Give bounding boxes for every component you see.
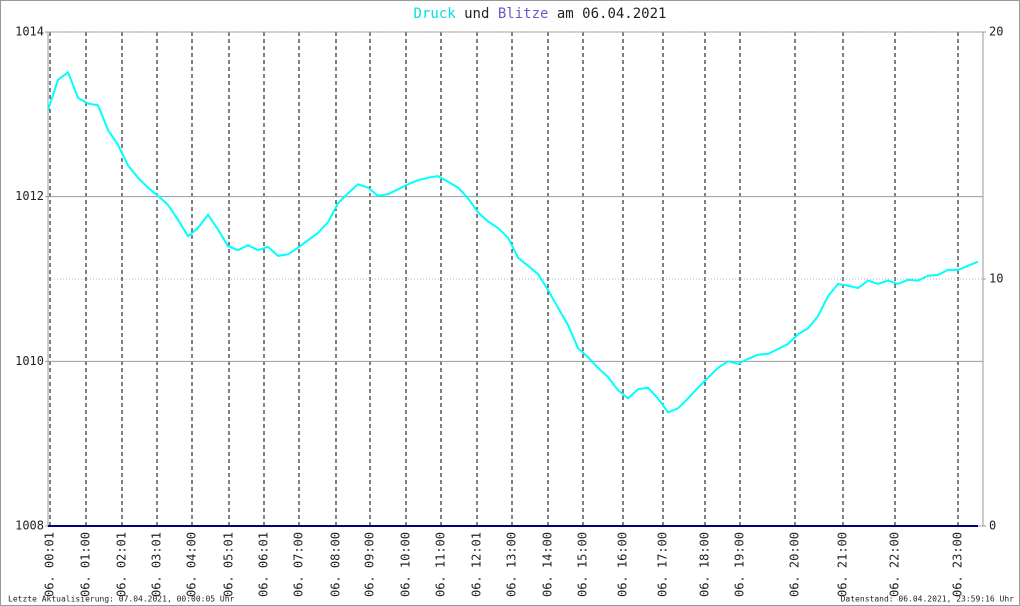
x-tick-label: 06. 17:00 xyxy=(656,532,670,597)
chart-title: Druck und Blitze am 06.04.2021 xyxy=(414,6,667,22)
x-tick-label: 06. 19:00 xyxy=(733,532,747,597)
x-tick-label: 06. 03:01 xyxy=(150,532,164,597)
x-tick-label: 06. 15:00 xyxy=(576,532,590,597)
x-tick-label: 06. 11:00 xyxy=(434,532,448,597)
x-tick-label: 06. 02:01 xyxy=(115,532,129,597)
y-tick-label: 1014 xyxy=(15,25,44,39)
series-line xyxy=(47,70,979,414)
x-tick-label: 06. 23:00 xyxy=(951,532,965,597)
x-tick-label: 06. 12:01 xyxy=(470,532,484,597)
x-tick-label: 06. 20:00 xyxy=(788,532,802,597)
x-tick-label: 06. 14:00 xyxy=(541,532,555,597)
x-tick-label: 06. 05:01 xyxy=(222,532,236,597)
x-tick-label: 06. 09:00 xyxy=(363,532,377,597)
x-tick-label: 06. 04:00 xyxy=(185,532,199,597)
x-tick-label: 06. 18:00 xyxy=(698,532,712,597)
footer-right: Datenstand: 06.04.2021, 23:59:16 Uhr xyxy=(841,595,1015,604)
x-tick-label: 06. 16:00 xyxy=(616,532,630,597)
y2-tick-label: 0 xyxy=(989,519,996,533)
y-tick-label: 1010 xyxy=(15,354,44,368)
y2-tick-label: 20 xyxy=(989,25,1003,39)
y-tick-label: 1012 xyxy=(15,189,44,203)
x-tick-label: 06. 22:00 xyxy=(888,532,902,597)
x-tick-label: 06. 13:00 xyxy=(505,532,519,597)
y-tick-label: 1008 xyxy=(15,519,44,533)
x-tick-label: 06. 07:00 xyxy=(292,532,306,597)
x-tick-label: 06. 00:01 xyxy=(43,532,57,597)
x-tick-label: 06. 06:01 xyxy=(257,532,271,597)
plot-area xyxy=(47,31,984,527)
title-joiner: und xyxy=(464,6,489,22)
footer-left: Letzte Aktualisierung: 07.04.2021, 00:00… xyxy=(8,595,235,604)
x-tick-label: 06. 08:00 xyxy=(329,532,343,597)
y2-tick-label: 10 xyxy=(989,272,1003,286)
title-date: am 06.04.2021 xyxy=(557,6,667,22)
x-tick-label: 06. 10:00 xyxy=(399,532,413,597)
x-tick-label: 06. 01:00 xyxy=(79,532,93,597)
title-blitze: Blitze xyxy=(498,6,549,22)
title-druck: Druck xyxy=(414,6,457,22)
x-tick-label: 06. 21:00 xyxy=(836,532,850,597)
